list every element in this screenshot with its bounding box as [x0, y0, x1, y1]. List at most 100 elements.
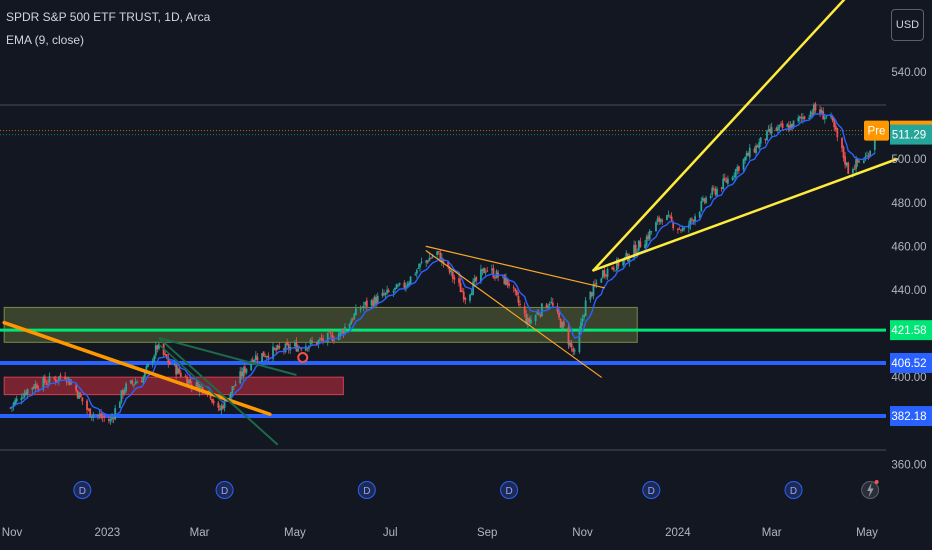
candle-body [672, 222, 675, 229]
candle-body [242, 367, 245, 377]
candle-body [505, 277, 507, 285]
candle-body [239, 371, 242, 384]
notification-dot [874, 480, 879, 484]
candle-body [766, 130, 768, 141]
candle-body [342, 330, 345, 334]
time-tick-label: 2023 [95, 527, 121, 539]
candle-body [54, 379, 57, 382]
candle-body [866, 155, 868, 157]
candle-body [745, 152, 748, 157]
candle-body [351, 319, 354, 321]
price-tick-label: 400.00 [891, 372, 926, 384]
candle-body [802, 117, 804, 120]
candle-body [75, 384, 77, 391]
candle-body [86, 400, 88, 410]
candle-body [561, 321, 564, 329]
dividend-icon [784, 481, 803, 499]
candle-body [100, 413, 102, 418]
candle-body [451, 271, 454, 279]
candle-body [633, 244, 636, 258]
dividend-icon-letter: D [363, 486, 370, 497]
candle-body [562, 321, 565, 327]
candle-body [187, 379, 190, 387]
candle-body [858, 161, 861, 163]
candle-body [847, 162, 850, 174]
candle-body [605, 275, 607, 277]
candle-body [431, 256, 434, 258]
candle-body [701, 197, 704, 201]
candle-body [650, 231, 653, 233]
candle-body [808, 117, 811, 119]
candle-body [775, 128, 778, 131]
dividend-icon [73, 481, 92, 499]
candle-body [694, 216, 696, 222]
candle-body [558, 310, 560, 318]
candle-body [37, 388, 40, 390]
candle-body [415, 270, 418, 274]
levels-layer [0, 104, 886, 451]
candle-body [311, 340, 314, 342]
candle-body [173, 364, 176, 366]
price-tag-value: 511.29 [892, 130, 926, 142]
candle-body [32, 386, 35, 389]
candle-body [175, 364, 178, 375]
candle-body [229, 392, 232, 399]
candle-body [78, 392, 81, 399]
candle-body [108, 419, 110, 421]
candle-body [322, 338, 324, 342]
candle-body [852, 169, 854, 174]
candle-body [64, 376, 67, 380]
candle-body [464, 297, 467, 300]
candle-body [167, 357, 170, 364]
candle-body [59, 375, 62, 378]
candle-body [295, 342, 298, 352]
candle-body [755, 145, 757, 154]
price-tick-label: 480.00 [891, 198, 926, 210]
candle-body [265, 356, 268, 358]
candle-body [470, 293, 473, 296]
candle-body [43, 376, 46, 383]
candle-body [48, 376, 51, 383]
candle-body [680, 229, 682, 231]
candle-body [353, 313, 356, 320]
chart-title: SPDR S&P 500 ETF TRUST, 1D, Arca [6, 10, 211, 24]
candle-body [853, 169, 856, 171]
candle-body [845, 162, 848, 166]
candle-body [222, 405, 224, 409]
currency-button[interactable]: USD [891, 9, 924, 41]
candle-body [820, 109, 823, 115]
candle-body [786, 124, 789, 128]
candle-body [703, 199, 706, 202]
candle-body [98, 414, 101, 416]
level-price-tag [890, 352, 932, 373]
candle-body [176, 367, 179, 375]
price-axis[interactable]: 360.00 400.00 440.00 460.00 480.00 500.00 540.… [891, 67, 926, 471]
candle-body [453, 277, 456, 280]
candle-body [448, 266, 451, 273]
candle-body [525, 314, 528, 324]
candle-body [300, 348, 303, 350]
trendlines-layer [2, 0, 898, 446]
candle-body [47, 383, 49, 385]
candle-body [156, 345, 159, 350]
candle-body [606, 268, 609, 278]
candle-body [873, 138, 876, 150]
candle-body [578, 329, 581, 352]
candle-body [253, 359, 256, 362]
indicator-legend[interactable]: EMA (9, close) [6, 33, 85, 47]
candle-body [856, 158, 859, 163]
candle-body [658, 217, 661, 222]
candle-body [143, 371, 146, 377]
candle-body [287, 344, 290, 350]
candle-body [823, 117, 826, 120]
time-axis[interactable]: Nov 2023 Mar May Jul Sep Nov 2024 Mar May [2, 527, 878, 539]
candle-body [350, 320, 353, 325]
candle-body [581, 318, 584, 322]
candle-body [76, 390, 79, 398]
candle-body [53, 377, 56, 379]
candle-body [79, 393, 82, 398]
candle-body [197, 382, 199, 392]
